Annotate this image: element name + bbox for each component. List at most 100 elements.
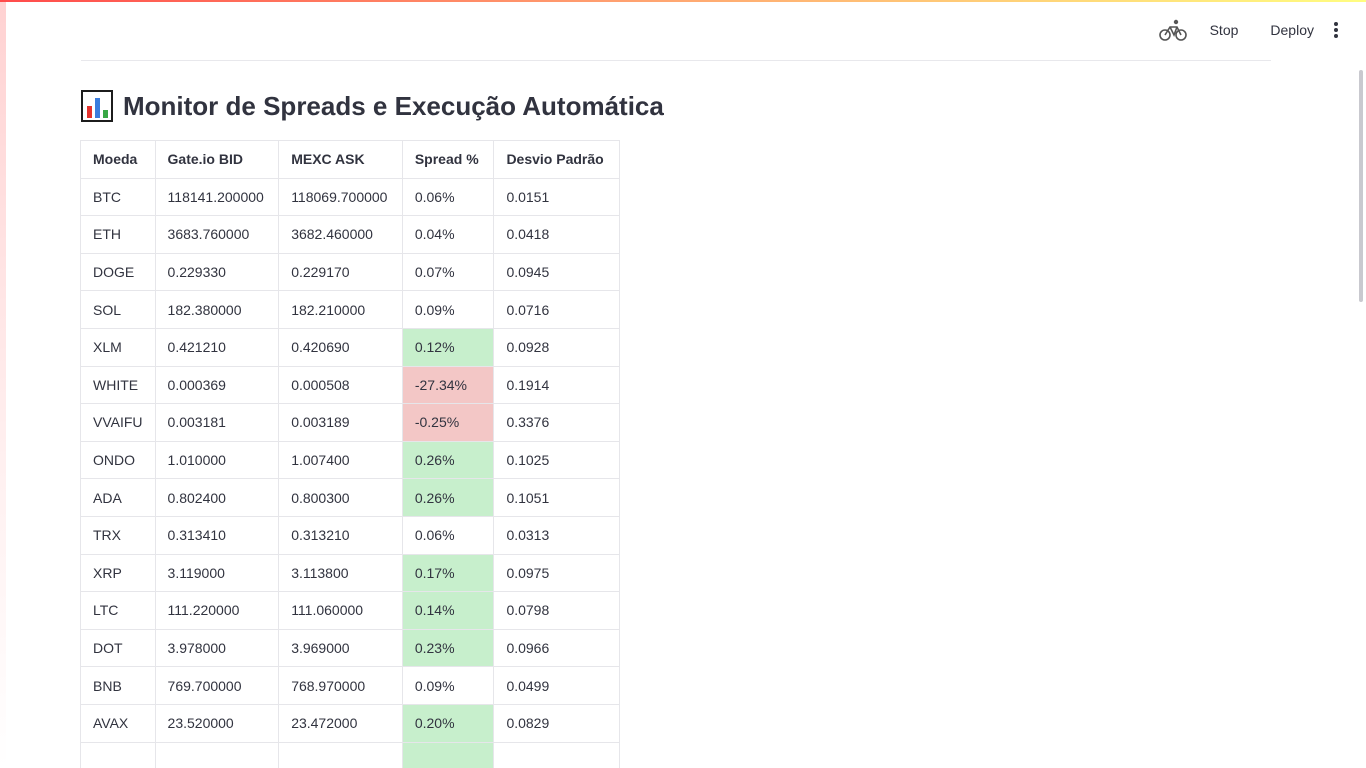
cell-gate-bid[interactable]: 3.978000: [154, 628, 280, 668]
cell-mexc-ask[interactable]: 0.313210: [278, 515, 403, 555]
cell-std-dev[interactable]: 0.1051: [493, 478, 620, 517]
table-row: ONDO 1.010000 1.007400 0.26% 0.1025: [80, 440, 620, 480]
cell-spread[interactable]: 0.20%: [401, 703, 495, 743]
cell-mexc-ask[interactable]: 111.060000: [278, 591, 403, 630]
cell-std-dev[interactable]: 0.0418: [493, 215, 620, 254]
cell-gate-bid[interactable]: 111.220000: [154, 591, 280, 630]
cell-gate-bid[interactable]: 118141.200000: [154, 177, 280, 217]
cell-coin[interactable]: VVAIFU: [80, 403, 156, 442]
cell-spread[interactable]: 0.06%: [401, 177, 495, 217]
cell-std-dev[interactable]: 0.0975: [493, 553, 620, 593]
cell-gate-bid[interactable]: 0.003181: [154, 403, 280, 442]
left-edge-gradient: [0, 2, 6, 768]
cell-coin[interactable]: LTC: [80, 591, 156, 630]
cell-coin[interactable]: ADA: [80, 478, 156, 517]
cell-coin[interactable]: XRP: [80, 553, 156, 593]
column-header-coin[interactable]: Moeda: [80, 140, 156, 179]
cell-gate-bid[interactable]: 23.520000: [154, 703, 280, 743]
cell-spread[interactable]: -0.25%: [401, 403, 495, 442]
cell-gate-bid[interactable]: 0.802400: [154, 478, 280, 517]
cell-mexc-ask[interactable]: 23.472000: [278, 703, 403, 743]
cell-std-dev[interactable]: [493, 741, 620, 768]
cell-mexc-ask[interactable]: 0.000508: [278, 365, 403, 405]
cell-std-dev[interactable]: 0.1025: [493, 440, 620, 480]
cell-mexc-ask[interactable]: 1.007400: [278, 440, 403, 480]
cell-coin[interactable]: ONDO: [80, 440, 156, 480]
cell-std-dev[interactable]: 0.0499: [493, 666, 620, 705]
cell-std-dev[interactable]: 0.0151: [493, 177, 620, 217]
cell-std-dev[interactable]: 0.0829: [493, 703, 620, 743]
cell-coin[interactable]: BNB: [80, 666, 156, 705]
cell-gate-bid[interactable]: 1.010000: [154, 440, 280, 480]
cell-spread[interactable]: 0.23%: [401, 628, 495, 668]
table-row: LTC 111.220000 111.060000 0.14% 0.0798: [80, 591, 620, 630]
cell-spread[interactable]: 0.12%: [401, 327, 495, 367]
cell-gate-bid[interactable]: 0.229330: [154, 252, 280, 292]
cell-coin[interactable]: WHITE: [80, 365, 156, 405]
cell-gate-bid[interactable]: 0.000369: [154, 365, 280, 405]
cell-spread[interactable]: 0.09%: [401, 666, 495, 705]
cell-spread[interactable]: 0.07%: [401, 252, 495, 292]
cell-mexc-ask[interactable]: 768.970000: [278, 666, 403, 705]
cell-mexc-ask[interactable]: 118069.700000: [278, 177, 403, 217]
cell-gate-bid[interactable]: 182.380000: [154, 290, 280, 329]
cell-coin[interactable]: XLM: [80, 327, 156, 367]
stop-button[interactable]: Stop: [1209, 22, 1239, 38]
cell-gate-bid[interactable]: 0.421210: [154, 327, 280, 367]
cell-coin[interactable]: DOT: [80, 628, 156, 668]
cell-coin[interactable]: AVAX: [80, 703, 156, 743]
cell-coin[interactable]: BTC: [80, 177, 156, 217]
column-header-mexc-ask[interactable]: MEXC ASK: [278, 140, 403, 179]
table-row: DOGE 0.229330 0.229170 0.07% 0.0945: [80, 252, 620, 292]
cell-std-dev[interactable]: 0.0945: [493, 252, 620, 292]
cell-gate-bid[interactable]: 3683.760000: [154, 215, 280, 254]
cell-gate-bid[interactable]: 769.700000: [154, 666, 280, 705]
cell-gate-bid[interactable]: [154, 741, 280, 768]
header-decoration-bar: [0, 0, 1366, 2]
column-header-gate-bid[interactable]: Gate.io BID: [154, 140, 280, 179]
page-title: Monitor de Spreads e Execução Automática: [81, 86, 664, 126]
cell-gate-bid[interactable]: 3.119000: [154, 553, 280, 593]
cell-spread[interactable]: 0.17%: [401, 553, 495, 593]
spreads-table-container[interactable]: Moeda Gate.io BID MEXC ASK Spread % Desv…: [80, 140, 620, 768]
cell-std-dev[interactable]: 0.0928: [493, 327, 620, 367]
cell-mexc-ask[interactable]: 0.003189: [278, 403, 403, 442]
cell-spread[interactable]: 0.26%: [401, 440, 495, 480]
cell-mexc-ask[interactable]: 3.969000: [278, 628, 403, 668]
cell-spread[interactable]: 0.26%: [401, 478, 495, 517]
cell-spread[interactable]: 0.04%: [401, 215, 495, 254]
kebab-menu-icon[interactable]: [1326, 14, 1346, 46]
cell-coin[interactable]: DOGE: [80, 252, 156, 292]
column-header-std-dev[interactable]: Desvio Padrão: [493, 140, 620, 179]
cell-spread[interactable]: 0.09%: [401, 290, 495, 329]
bar-chart-icon: [81, 90, 113, 122]
cell-gate-bid[interactable]: 0.313410: [154, 515, 280, 555]
column-header-spread[interactable]: Spread %: [401, 140, 495, 179]
cell-coin[interactable]: [80, 741, 156, 768]
table-row: XLM 0.421210 0.420690 0.12% 0.0928: [80, 327, 620, 367]
cell-spread[interactable]: 0.14%: [401, 591, 495, 630]
cell-std-dev[interactable]: 0.0966: [493, 628, 620, 668]
cell-mexc-ask[interactable]: 182.210000: [278, 290, 403, 329]
cell-coin[interactable]: SOL: [80, 290, 156, 329]
cell-mexc-ask[interactable]: 0.420690: [278, 327, 403, 367]
cell-mexc-ask[interactable]: 0.229170: [278, 252, 403, 292]
cell-std-dev[interactable]: 0.0716: [493, 290, 620, 329]
page-scrollbar[interactable]: [1359, 70, 1363, 302]
cell-std-dev[interactable]: 0.0798: [493, 591, 620, 630]
cell-std-dev[interactable]: 0.1914: [493, 365, 620, 405]
cell-coin[interactable]: ETH: [80, 215, 156, 254]
cell-mexc-ask[interactable]: 0.800300: [278, 478, 403, 517]
deploy-button[interactable]: Deploy: [1270, 22, 1314, 38]
cell-mexc-ask[interactable]: 3.113800: [278, 553, 403, 593]
cell-spread[interactable]: [401, 741, 495, 768]
cell-std-dev[interactable]: 0.0313: [493, 515, 620, 555]
cell-spread[interactable]: -27.34%: [401, 365, 495, 405]
cell-mexc-ask[interactable]: 3682.460000: [278, 215, 403, 254]
cell-coin[interactable]: TRX: [80, 515, 156, 555]
header-divider: [81, 60, 1271, 61]
table-body: BTC 118141.200000 118069.700000 0.06% 0.0151…: [80, 177, 620, 768]
cell-mexc-ask[interactable]: [278, 741, 403, 768]
cell-std-dev[interactable]: 0.3376: [493, 403, 620, 442]
cell-spread[interactable]: 0.06%: [401, 515, 495, 555]
